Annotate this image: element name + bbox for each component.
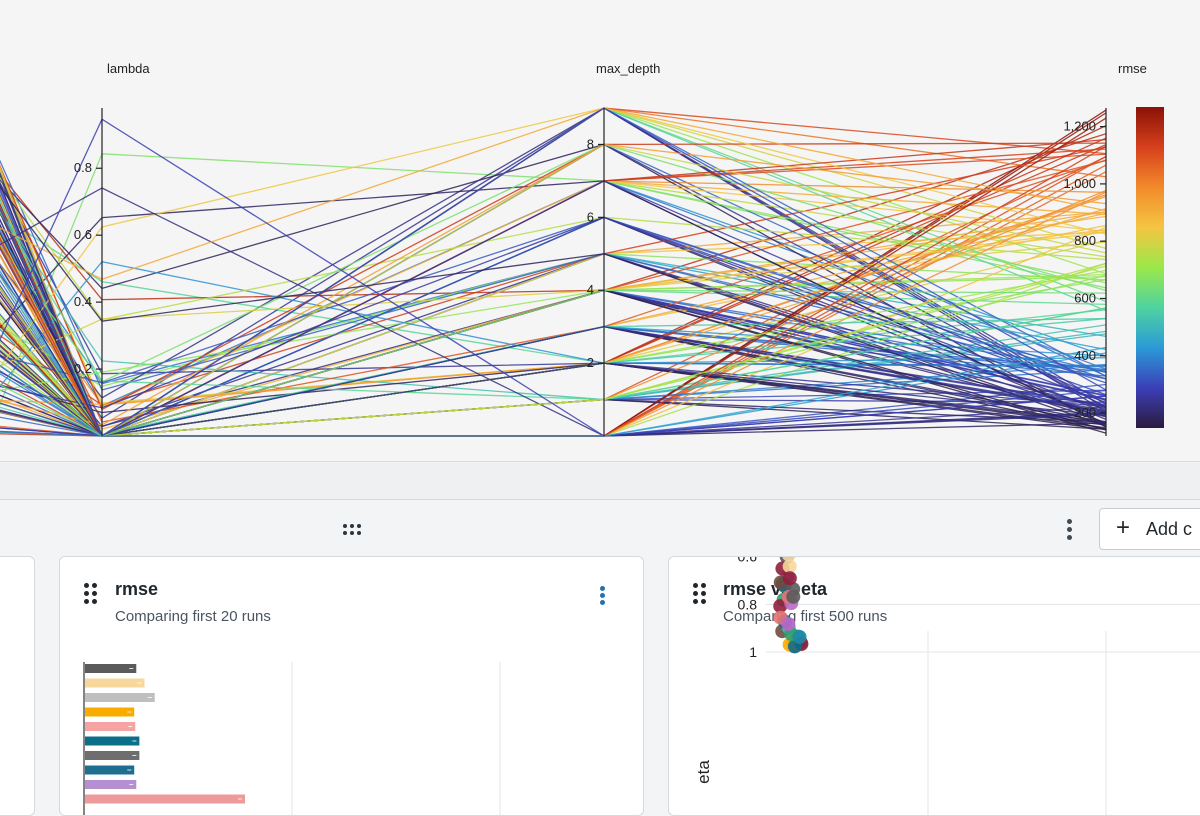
scatter-point: [792, 629, 807, 644]
pc-tick-label: 0.2: [74, 361, 92, 376]
bar: [85, 707, 135, 717]
rmse-vs-eta-chart-card: rmse vs. eta Comparing first 500 runs 0.…: [668, 556, 1200, 816]
card-title: rmse: [115, 579, 159, 599]
pc-tick-label: 200: [1074, 405, 1096, 420]
bar: [85, 664, 137, 673]
pc-run-line: [0, 176, 1107, 321]
scatter-point: [786, 589, 801, 604]
y-tick-label: 1: [749, 644, 757, 660]
pc-run-line: [0, 346, 1107, 437]
scatter-point: [782, 571, 797, 586]
pc-tick-label: 0.6: [74, 227, 92, 242]
add-chart-button[interactable]: + Add c: [1099, 508, 1200, 550]
pc-tick-label: 1,000: [1063, 176, 1096, 191]
pc-tick-label: 600: [1074, 290, 1096, 305]
scatter-point: [781, 616, 796, 631]
pc-axis-title: max_depth: [596, 61, 660, 76]
pc-tick-label: 800: [1074, 233, 1096, 248]
pc-tick-label: 0.8: [74, 160, 92, 175]
bar: [85, 751, 140, 760]
rmse-bar-chart: [83, 662, 501, 815]
pc-run-line: [0, 210, 1107, 401]
bar: [85, 736, 140, 746]
pc-tick-label: 6: [587, 209, 594, 224]
y-axis-label: eta: [694, 760, 713, 784]
bar: [85, 693, 155, 702]
bar: [85, 794, 245, 804]
pc-run-line: [0, 143, 1107, 426]
scatter-point: [782, 559, 797, 574]
kebab-menu-icon[interactable]: [597, 584, 609, 610]
drag-handle-icon[interactable]: [84, 583, 97, 604]
rmse-chart-card: rmse Comparing first 20 runs: [59, 556, 644, 816]
pc-tick-label: 8: [587, 136, 594, 151]
scatter-point: [773, 599, 788, 614]
pc-run-line: [0, 185, 1107, 427]
pc-run-line: [0, 181, 1107, 408]
bar: [85, 780, 137, 789]
pc-run-line: [0, 262, 1107, 437]
pc-run-line: [0, 146, 1107, 406]
pc-axis-title: rmse: [1118, 61, 1147, 76]
chart-card-partial: [0, 556, 35, 816]
pc-tick-label: 4: [587, 282, 594, 297]
pc-tick-label: 2: [587, 355, 594, 370]
drag-handle-icon[interactable]: [343, 524, 361, 535]
pc-run-line: [0, 117, 1107, 437]
card-subtitle: Comparing first 500 runs: [723, 608, 888, 625]
pc-tick-label: 0.4: [74, 294, 92, 309]
pc-run-line: [0, 133, 1107, 301]
pc-run-line: [0, 411, 1107, 437]
parallel-coordinates-chart: 0.2 0.4 0.6 0.8 lambda 2 4 6 8 max_depth 200 400 600…: [0, 61, 1164, 437]
plus-icon: +: [1116, 514, 1131, 541]
pc-run-line: [0, 294, 1107, 437]
chart-toolbar: + Add c: [0, 501, 1200, 556]
pc-run-line: [0, 107, 1107, 368]
kebab-menu-icon[interactable]: [1064, 517, 1076, 543]
y-tick-label: 0.8: [738, 596, 758, 612]
pc-run-line: [0, 289, 1107, 437]
bar: [85, 765, 135, 775]
add-chart-label: Add c: [1146, 519, 1193, 539]
pc-run-line: [0, 198, 1107, 436]
pc-run-line: [0, 216, 1107, 384]
drag-handle-icon[interactable]: [693, 583, 706, 604]
bar: [85, 722, 136, 731]
pc-run-line: [0, 143, 1107, 437]
pc-axis-title: lambda: [107, 61, 150, 76]
pc-run-line: [0, 107, 1107, 280]
y-tick-label: 0.6: [738, 557, 758, 565]
parallel-coordinates-panel: 0.2 0.4 0.6 0.8 lambda 2 4 6 8 max_depth 200 400 600…: [0, 61, 1200, 462]
card-subtitle: Comparing first 20 runs: [115, 608, 271, 625]
pc-run-line: [0, 107, 1107, 437]
section-divider: [0, 463, 1200, 500]
pc-run-line: [0, 275, 1107, 391]
pc-run-line: [0, 265, 1107, 437]
pc-tick-label: 400: [1074, 348, 1096, 363]
pc-run-line: [0, 232, 1107, 385]
card-title: rmse vs. eta: [723, 579, 828, 599]
pc-run-line: [0, 241, 1107, 368]
pc-tick-label: 1,200: [1063, 119, 1096, 134]
bar: [85, 678, 145, 688]
pc-run-line: [0, 118, 1107, 437]
rmse-colorbar: [1136, 107, 1164, 428]
